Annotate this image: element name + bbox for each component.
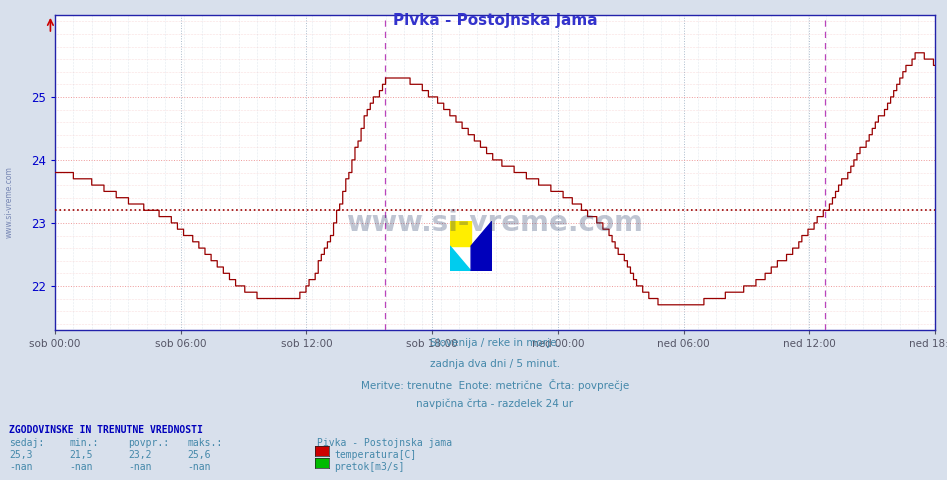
Text: www.si-vreme.com: www.si-vreme.com bbox=[5, 166, 14, 238]
Polygon shape bbox=[450, 246, 472, 271]
Bar bbox=[450, 221, 472, 246]
Text: navpična črta - razdelek 24 ur: navpična črta - razdelek 24 ur bbox=[417, 399, 574, 409]
Text: sedaj:: sedaj: bbox=[9, 438, 45, 448]
Text: Meritve: trenutne  Enote: metrične  Črta: povprečje: Meritve: trenutne Enote: metrične Črta: … bbox=[361, 379, 629, 391]
Text: -nan: -nan bbox=[69, 462, 93, 472]
Text: min.:: min.: bbox=[69, 438, 98, 448]
Text: -nan: -nan bbox=[128, 462, 152, 472]
Text: Pivka - Postojnska jama: Pivka - Postojnska jama bbox=[317, 438, 453, 448]
Text: 25,6: 25,6 bbox=[188, 450, 211, 460]
Text: maks.:: maks.: bbox=[188, 438, 223, 448]
Text: -nan: -nan bbox=[9, 462, 33, 472]
Text: 23,2: 23,2 bbox=[128, 450, 152, 460]
Text: Slovenija / reke in morje.: Slovenija / reke in morje. bbox=[430, 338, 560, 348]
Text: ZGODOVINSKE IN TRENUTNE VREDNOSTI: ZGODOVINSKE IN TRENUTNE VREDNOSTI bbox=[9, 425, 204, 435]
Text: temperatura[C]: temperatura[C] bbox=[334, 450, 417, 460]
Text: -nan: -nan bbox=[188, 462, 211, 472]
Text: 25,3: 25,3 bbox=[9, 450, 33, 460]
Text: 21,5: 21,5 bbox=[69, 450, 93, 460]
Text: povpr.:: povpr.: bbox=[128, 438, 169, 448]
Text: www.si-vreme.com: www.si-vreme.com bbox=[347, 209, 644, 237]
Text: Pivka - Postojnska jama: Pivka - Postojnska jama bbox=[393, 13, 598, 28]
Text: pretok[m3/s]: pretok[m3/s] bbox=[334, 462, 404, 472]
Polygon shape bbox=[472, 221, 492, 271]
Text: zadnja dva dni / 5 minut.: zadnja dva dni / 5 minut. bbox=[430, 359, 560, 369]
